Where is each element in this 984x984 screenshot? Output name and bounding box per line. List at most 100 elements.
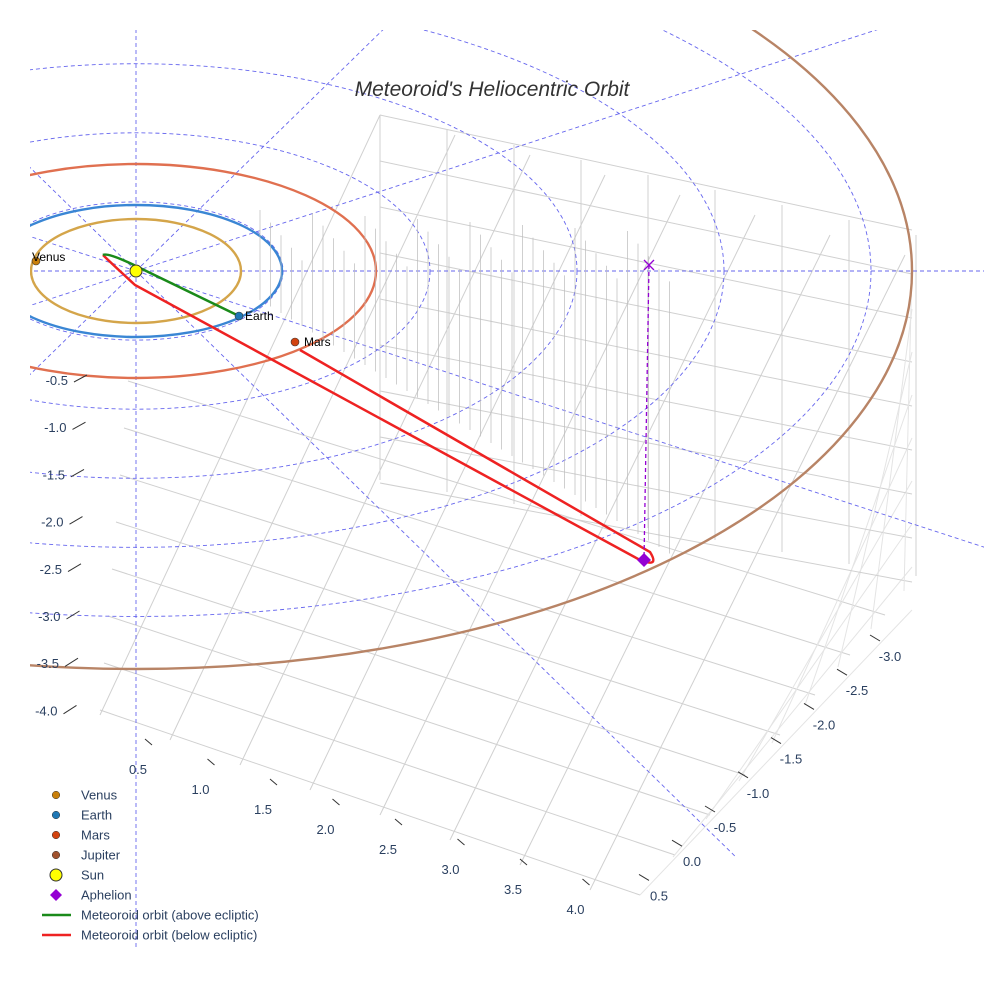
y-tick [704,805,716,813]
legend-item-meteoroid-orbit-below-ecliptic[interactable]: Meteoroid orbit (below ecliptic) [81,928,257,943]
y-tick [770,737,782,745]
tick-labels: -0.5 -1.0 -1.5 -2.0 -2.5 -3.0 -3.5 -4.0 0.5 1.0 1.… [35,373,901,917]
y-tick [737,771,749,779]
grid-line [379,114,913,231]
z-tick [66,610,80,620]
aphelion-marker [637,553,651,567]
axis-grid [99,114,917,896]
y-tick-label: -3.0 [879,649,901,664]
y-tick [803,702,815,710]
grid-line [379,298,913,407]
z-tick [69,516,83,525]
grid-line [103,662,676,856]
y-tick [638,873,650,881]
y-tick-label: -2.5 [846,683,868,698]
x-tick [394,818,403,826]
x-tick-label: 3.0 [441,862,459,877]
z-tick-label: -3.0 [38,609,60,624]
x-tick [269,778,278,786]
x-tick [207,758,215,766]
grid-line [127,380,886,616]
legend[interactable]: Venus Earth Mars Jupiter Sun Aphelion Meteoroi… [42,788,259,943]
grid-line [589,254,906,891]
y-tick-label: 0.0 [683,854,701,869]
z-tick-label: -1.5 [43,467,65,482]
legend-item-sun-icon [49,868,63,882]
y-tick [836,668,848,676]
x-tick-label: 1.5 [254,802,272,817]
legend-item-earth-icon [51,810,61,820]
z-tick-label: -3.5 [37,656,59,671]
x-tick [582,878,590,886]
earth-orbit [30,203,284,339]
ecliptic-radial [135,30,878,272]
z-tick [64,657,79,667]
x-tick [457,838,465,846]
orbit-above-ecliptic [102,253,240,318]
x-tick-label: 0.5 [129,762,147,777]
z-tick [70,468,85,478]
grid-line [119,474,816,696]
grid-line [379,160,913,275]
grid-line [903,265,913,592]
z-stems [259,210,670,554]
z-tick-label: -4.0 [35,703,57,718]
legend-item-mars-icon [51,830,61,840]
y-tick [671,839,683,847]
legend-item-jupiter[interactable]: Jupiter [81,848,121,863]
z-tick [72,421,86,430]
meteoroid-orbit [102,253,655,564]
legend-item-meteoroid-orbit-above-ecliptic[interactable]: Meteoroid orbit (above ecliptic) [81,908,259,923]
grid-line [379,436,913,539]
ecliptic-radial [30,270,137,376]
jupiter-orbit [30,30,913,671]
planet-orbits [30,30,913,671]
planet-label: Earth [245,309,274,323]
aphelion-projection-marker [643,259,655,271]
legend-item-venus[interactable]: Venus [81,788,118,803]
legend-item-venus-icon [51,790,61,800]
y-tick-label: -1.0 [747,786,769,801]
chart-title: Meteoroid's Heliocentric Orbit [355,78,631,101]
planet-label: Venus [32,250,65,264]
y-tick-label: 0.5 [650,888,668,903]
mars-marker [290,337,300,347]
y-tick-label: -0.5 [714,820,736,835]
legend-item-mars[interactable]: Mars [81,828,110,843]
x-tick-label: 4.0 [566,902,584,917]
x-tick-label: 1.0 [191,782,209,797]
markers: Venus Earth Mars [31,250,655,567]
ecliptic-radial [135,270,984,548]
planet-label: Mars [304,335,331,349]
grid-line [705,523,913,820]
grid-line [107,615,711,816]
grid-line [99,709,641,896]
orbit-below-ecliptic [102,254,655,564]
sun-marker [129,264,143,278]
y-tick-label: -1.5 [780,752,802,767]
venus-orbit [30,217,243,325]
aphelion-drop-line [643,264,650,561]
z-tick-label: -1.0 [44,420,66,435]
venus-marker [31,256,41,266]
x-tick [332,798,340,806]
grid-line [379,482,913,583]
x-tick-label: 2.0 [316,822,334,837]
z-tick [73,374,88,383]
legend-item-sun[interactable]: Sun [81,868,104,883]
x-tick [519,858,528,866]
ecliptic-grid [30,30,984,948]
legend-item-jupiter-icon [51,850,61,860]
legend-item-aphelion-icon [50,889,62,901]
z-tick-label: -0.5 [46,373,68,388]
x-tick-label: 3.5 [504,882,522,897]
mars-orbit [30,162,378,380]
legend-item-earth[interactable]: Earth [81,808,112,823]
grid-line [738,480,913,782]
z-tick [63,704,77,715]
legend-item-aphelion[interactable]: Aphelion [81,888,132,903]
ecliptic-radial [135,30,384,272]
grid-line [99,114,381,716]
